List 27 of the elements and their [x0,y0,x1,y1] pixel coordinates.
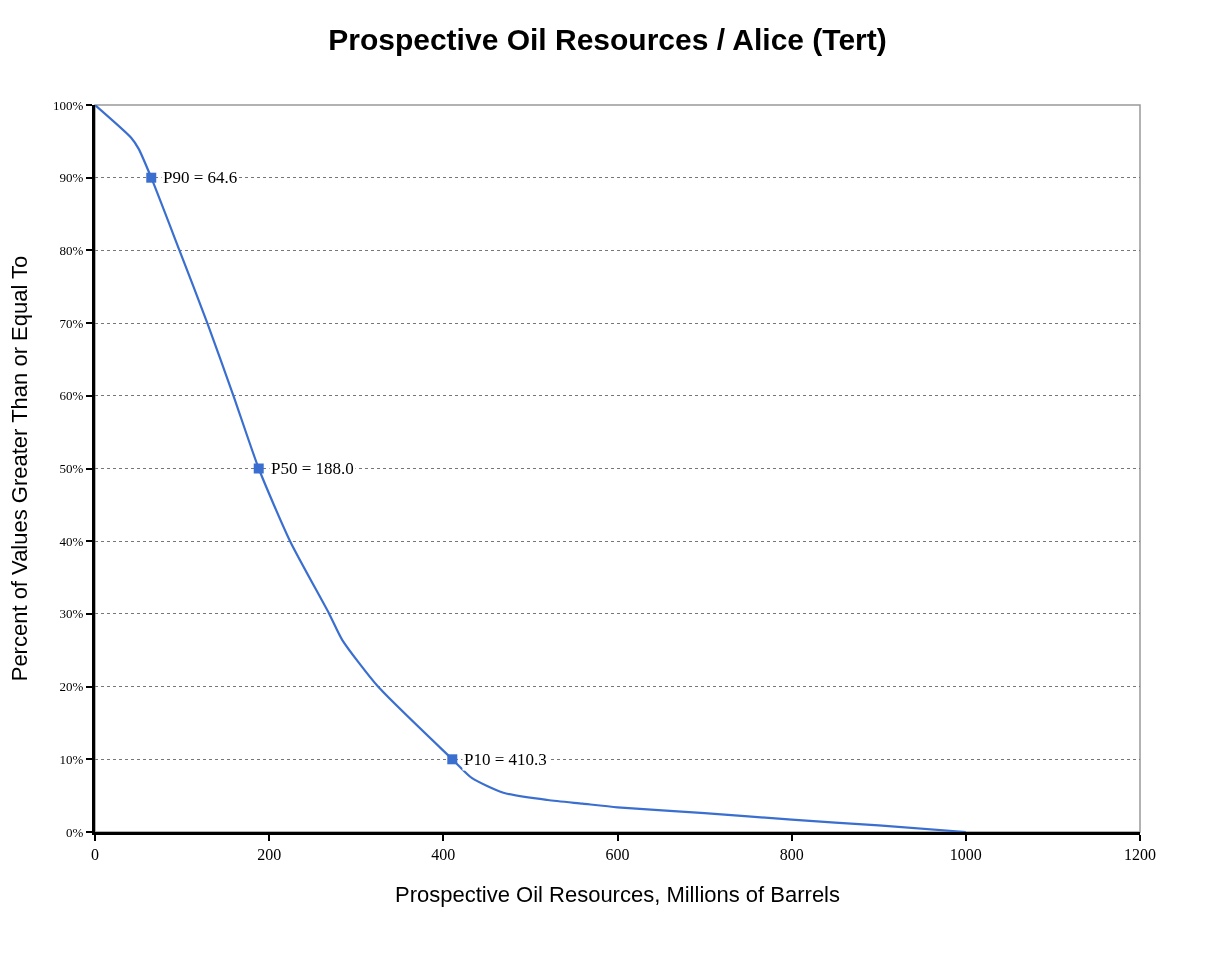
annotation: P90 = 64.6 [163,168,238,187]
point [447,754,458,765]
y-tick-label: 50% [59,461,84,477]
x-axis-title: Prospective Oil Resources, Millions of Barrels [394,882,841,908]
x-tick-label: 1200 [1124,846,1156,864]
y-tick-label: 60% [59,388,84,404]
y-tick-label: 10% [59,751,84,767]
chart-title: Prospective Oil Resources / Alice (Tert) [328,22,887,56]
annotation: P10 = 410.3 [464,750,547,769]
x-tick-label: 600 [605,846,630,864]
y-tick-label: 90% [59,170,84,186]
x-tick-label: 400 [431,846,456,864]
y-axis-title: Percent of Values Greater Than or Equal To [6,255,32,682]
x-tick-label: 1000 [949,846,982,864]
x-tick-label: 800 [779,846,804,864]
x-tick-label: 200 [257,846,282,864]
x-tick-label: 0 [91,846,99,864]
y-tick-label: 70% [59,315,84,331]
y-tick-label: 20% [59,679,84,695]
y-tick-label: 100% [53,97,84,113]
annotation: P50 = 188.0 [271,459,354,478]
y-tick-label: 30% [59,606,84,622]
y-tick-label: 0% [66,824,84,840]
point [253,463,264,474]
point [146,172,157,183]
y-tick-label: 80% [59,242,84,258]
y-tick-label: 40% [59,533,84,549]
